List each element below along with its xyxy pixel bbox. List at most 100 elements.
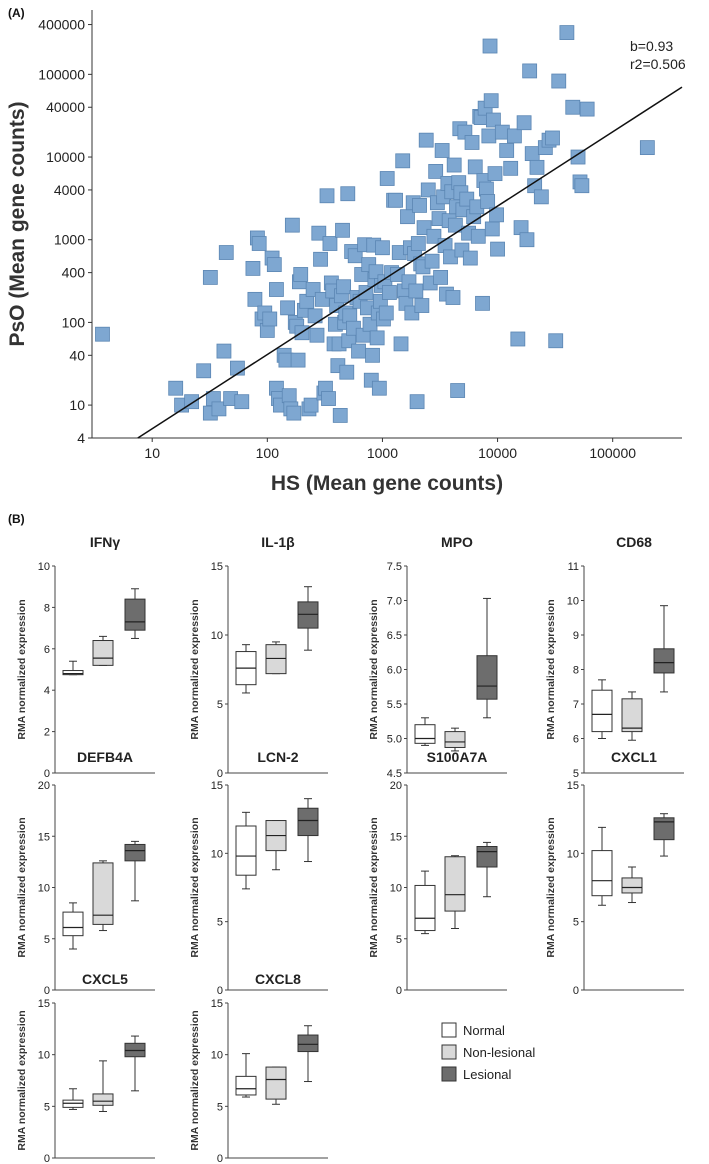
legend-label: Normal [463, 1023, 505, 1038]
scatter-point [574, 178, 590, 194]
y-tick-label: 8 [573, 665, 579, 677]
y-tick-label: 15 [211, 780, 223, 792]
scatter-point [551, 73, 567, 89]
scatter-point [519, 232, 535, 248]
box-lesional [297, 1034, 319, 1053]
scatter-point [639, 140, 655, 156]
scatter-point [340, 186, 356, 202]
box-lesional [297, 601, 319, 629]
y-tick-label: 0 [573, 985, 579, 997]
box-lesional [653, 648, 675, 674]
legend-label: Non-lesional [463, 1045, 535, 1060]
scatter-point [196, 363, 212, 379]
chart-title: CXCL5 [82, 971, 128, 987]
y-axis-title: RMA normalized expression [16, 817, 28, 957]
scatter-point [365, 347, 380, 363]
chart-title: DEFB4A [77, 749, 133, 765]
panel-a-label: (A) [8, 6, 25, 20]
box-non-lesional [92, 640, 114, 666]
box-normal [235, 1075, 257, 1096]
scatter-point [570, 149, 586, 165]
scatter-point [506, 128, 522, 144]
y-tick-label: 400 [62, 265, 86, 281]
scatter-point [446, 157, 462, 173]
slope-annotation: b=0.93 [630, 38, 673, 54]
chart-title: MPO [441, 534, 473, 550]
scatter-point [269, 282, 284, 297]
scatter-point [420, 182, 436, 198]
scatter-point [579, 101, 595, 117]
legend-label: Lesional [463, 1067, 512, 1082]
scatter-point [379, 171, 395, 186]
scatter-point [378, 305, 394, 321]
scatter-point [433, 270, 448, 285]
scatter-point [347, 248, 363, 264]
scatter-point [262, 311, 278, 327]
box-normal [591, 850, 613, 897]
scatter-point [485, 112, 501, 128]
y-axis-title: RMA normalized expression [545, 817, 557, 957]
scatter-point [216, 343, 232, 359]
box-non-lesional [92, 1093, 114, 1106]
scatter-point [490, 241, 505, 257]
scatter-point [503, 160, 519, 176]
scatter-point [545, 130, 560, 146]
y-tick-label: 40 [69, 347, 85, 363]
scatter-point [489, 207, 504, 223]
y-tick-label: 10 [211, 1050, 223, 1062]
scatter-point [284, 217, 300, 233]
scatter-point [311, 225, 327, 241]
box-lesional [124, 598, 146, 631]
scatter-point [388, 192, 403, 208]
scatter-point [395, 153, 411, 169]
chart-title: S100A7A [427, 749, 488, 765]
scatter-point [371, 380, 387, 396]
y-tick-label: 0 [44, 1153, 50, 1164]
y-tick-label: 7 [573, 699, 579, 711]
scatter-point [393, 336, 409, 352]
y-tick-label: 10 [38, 883, 50, 895]
y-tick-label: 100000 [38, 66, 85, 82]
x-axis-title: HS (Mean gene counts) [271, 472, 503, 495]
scatter-point [559, 25, 575, 40]
legend-swatch-lesional [441, 1066, 457, 1082]
scatter-point [335, 222, 350, 238]
y-axis-title: RMA normalized expression [16, 599, 28, 739]
scatter-point [482, 38, 498, 54]
scatter-point [424, 253, 440, 269]
y-tick-label: 5.0 [387, 734, 402, 746]
y-tick-label: 4 [44, 685, 50, 697]
y-tick-label: 10 [38, 561, 50, 573]
box-lesional [476, 655, 498, 700]
box-normal [414, 724, 436, 744]
scatter-point [309, 327, 325, 343]
scatter-point [529, 159, 545, 175]
scatter-point [467, 159, 483, 175]
y-tick-label: 10 [69, 397, 85, 413]
y-tick-label: 10 [38, 1050, 50, 1062]
scatter-point [428, 164, 444, 179]
x-tick-label: 10 [144, 445, 160, 461]
y-tick-label: 6.0 [387, 665, 402, 677]
y-tick-label: 5 [396, 934, 402, 946]
y-tick-label: 40000 [46, 99, 85, 115]
box-normal [414, 884, 436, 932]
y-tick-label: 6.5 [387, 630, 402, 642]
scatter-point [251, 236, 267, 251]
r2-annotation: r2=0.506 [630, 56, 686, 72]
y-tick-label: 20 [390, 780, 402, 792]
box-lesional [297, 807, 319, 837]
y-tick-label: 5 [44, 934, 50, 946]
scatter-point [510, 331, 526, 347]
y-tick-label: 11 [568, 561, 579, 573]
scatter-point [475, 295, 490, 311]
scatter-point [280, 300, 295, 316]
scatter-point [499, 143, 515, 158]
scatter-point [382, 285, 397, 300]
scatter-point [412, 198, 427, 213]
box-normal [62, 670, 84, 676]
scatter-point [322, 236, 338, 251]
y-tick-label: 5 [44, 1101, 50, 1113]
y-tick-label: 7.5 [387, 561, 402, 573]
chart-title: LCN-2 [257, 749, 298, 765]
